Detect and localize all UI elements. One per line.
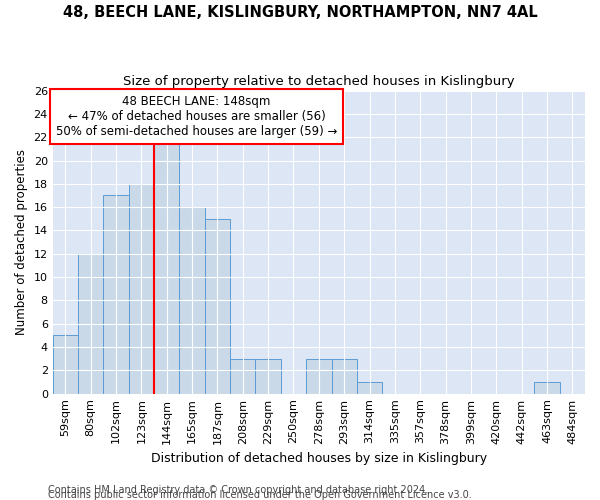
Bar bbox=[103, 196, 129, 394]
Bar bbox=[332, 358, 357, 394]
Title: Size of property relative to detached houses in Kislingbury: Size of property relative to detached ho… bbox=[123, 75, 515, 88]
Bar bbox=[256, 358, 281, 394]
Bar bbox=[53, 336, 78, 394]
Text: 48, BEECH LANE, KISLINGBURY, NORTHAMPTON, NN7 4AL: 48, BEECH LANE, KISLINGBURY, NORTHAMPTON… bbox=[62, 5, 538, 20]
Text: Contains HM Land Registry data © Crown copyright and database right 2024.: Contains HM Land Registry data © Crown c… bbox=[48, 485, 428, 495]
Bar bbox=[230, 358, 256, 394]
Bar bbox=[78, 254, 103, 394]
Bar bbox=[357, 382, 382, 394]
X-axis label: Distribution of detached houses by size in Kislingbury: Distribution of detached houses by size … bbox=[151, 452, 487, 465]
Bar bbox=[205, 219, 230, 394]
Bar bbox=[154, 137, 179, 394]
Bar bbox=[179, 207, 205, 394]
Text: 48 BEECH LANE: 148sqm
← 47% of detached houses are smaller (56)
50% of semi-deta: 48 BEECH LANE: 148sqm ← 47% of detached … bbox=[56, 95, 337, 138]
Bar bbox=[306, 358, 332, 394]
Text: Contains public sector information licensed under the Open Government Licence v3: Contains public sector information licen… bbox=[48, 490, 472, 500]
Bar bbox=[535, 382, 560, 394]
Bar bbox=[129, 184, 154, 394]
Y-axis label: Number of detached properties: Number of detached properties bbox=[15, 149, 28, 335]
